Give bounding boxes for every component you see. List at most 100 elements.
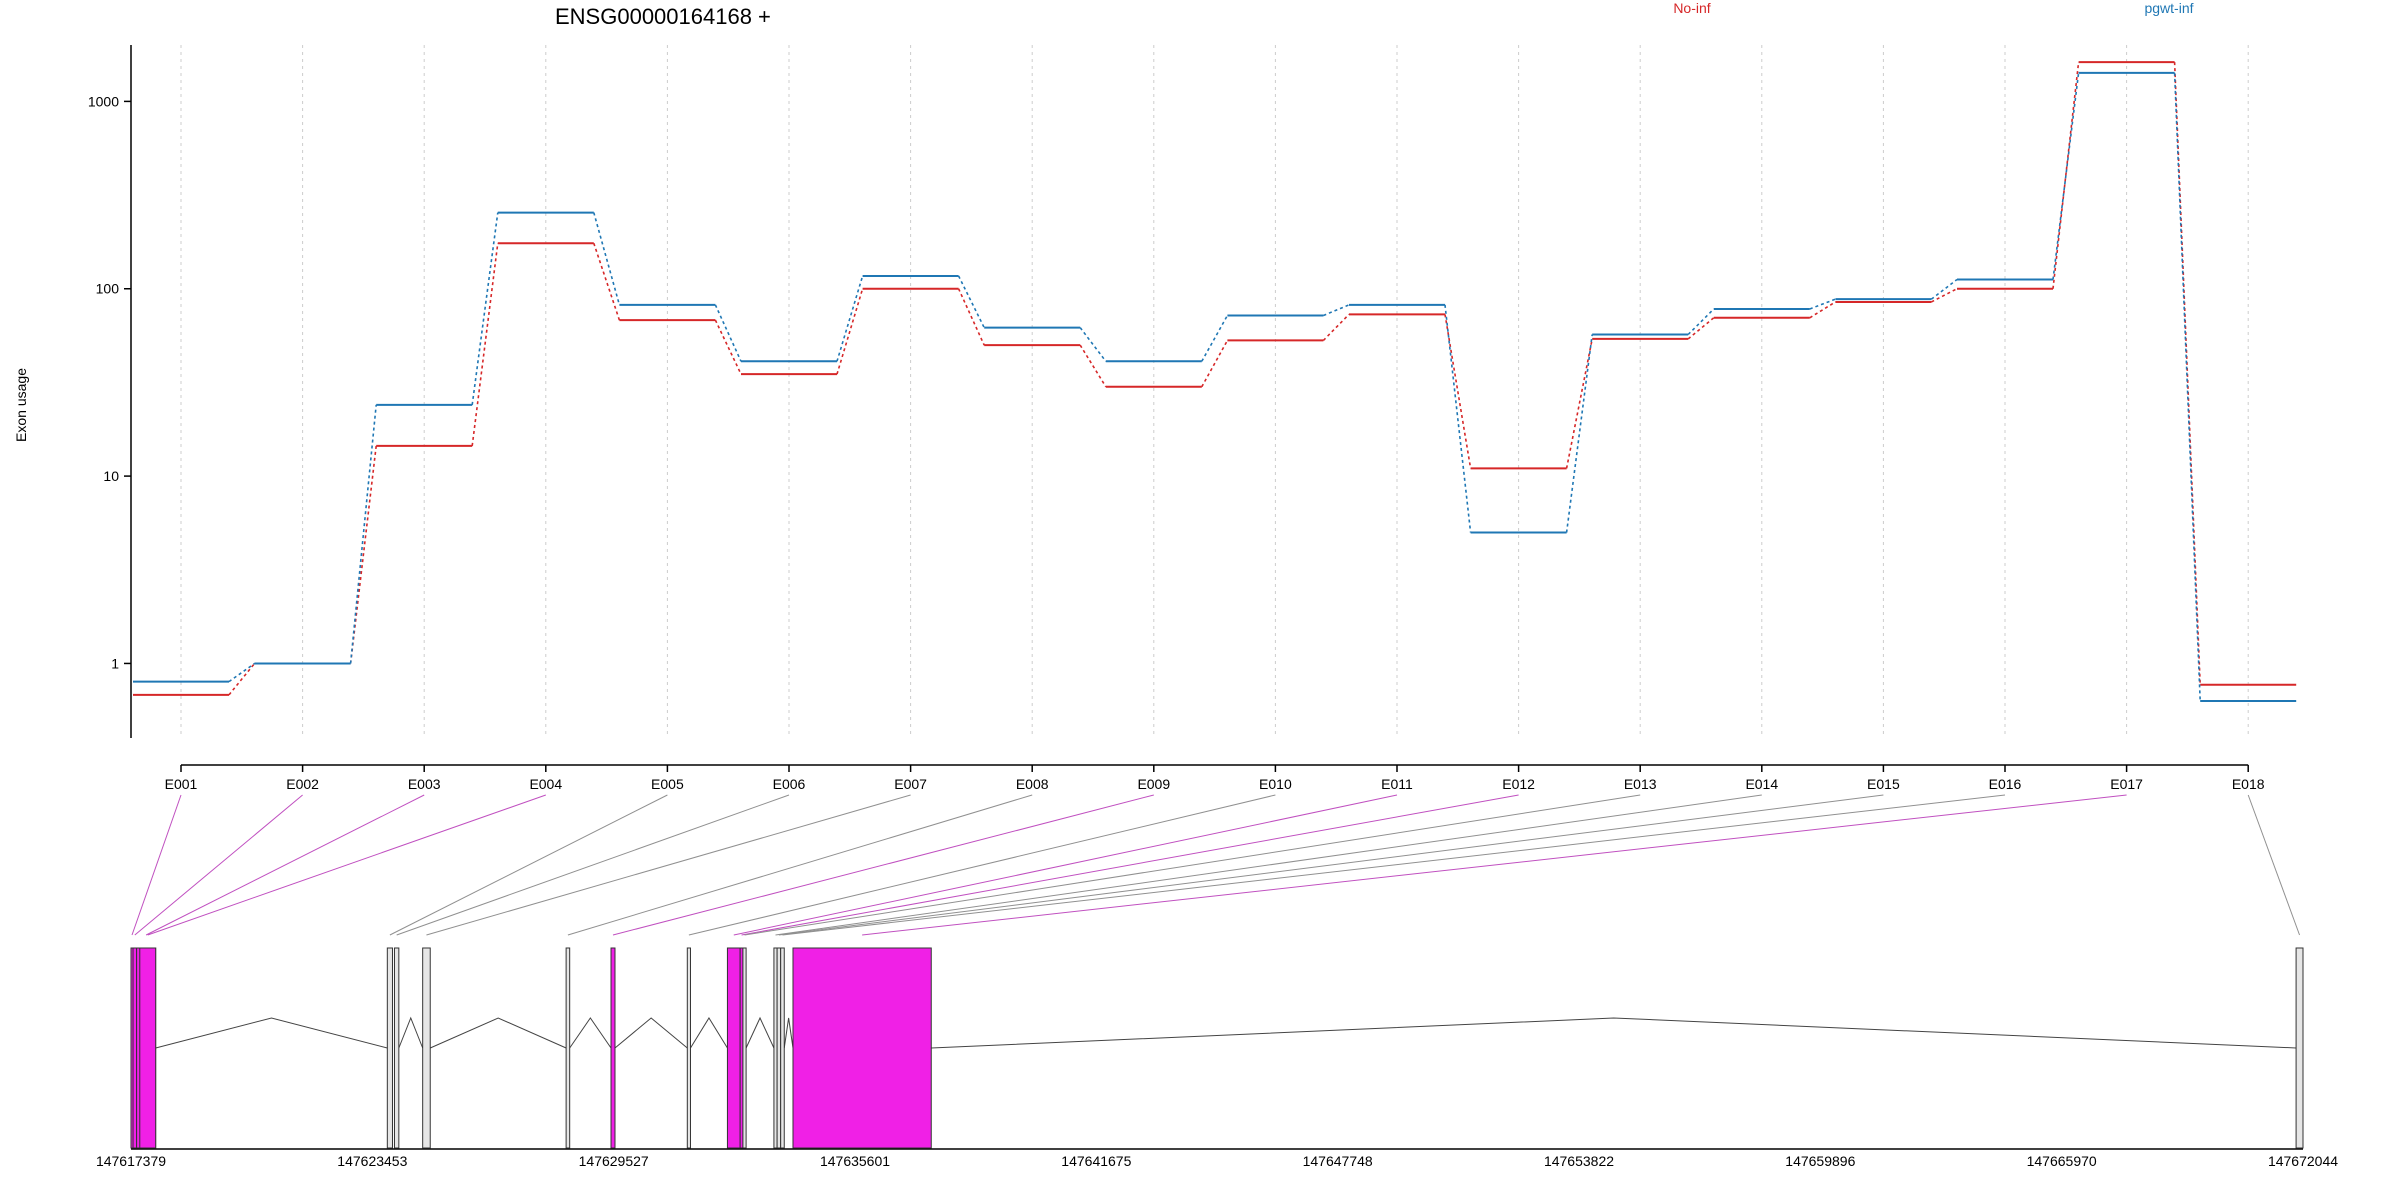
x-tick-label-e009: E009 — [1137, 776, 1170, 792]
connector-e017 — [862, 794, 2127, 936]
series-no-inf-link-9 — [1201, 340, 1229, 388]
intron-line — [931, 1017, 2297, 1049]
exon-block-e015 — [776, 947, 782, 1149]
coordinate-tick-label: 147672044 — [2268, 1153, 2338, 1169]
coordinate-tick-label: 147641675 — [1061, 1153, 1131, 1169]
coordinate-tick-label: 147653822 — [1544, 1153, 1614, 1169]
x-tick-label-e010: E010 — [1259, 776, 1292, 792]
series-pgwt-inf-link-14 — [1809, 298, 1836, 310]
x-tick-label-e001: E001 — [165, 776, 198, 792]
intron-line — [783, 1017, 794, 1049]
axes: 1 10 100 1000 E001 E002 E003 E004 E005 E006 E007 E0… — [88, 45, 2265, 792]
series-pgwt-inf-link-9 — [1201, 315, 1229, 362]
exon-block-e010 — [686, 947, 691, 1149]
connector-e013 — [744, 794, 1641, 936]
x-tick-label-e005: E005 — [651, 776, 684, 792]
intron-line — [569, 1017, 612, 1049]
series-pgwt-inf-link-8 — [1079, 327, 1107, 362]
connector-e014 — [775, 794, 1762, 936]
exon-block-e006 — [393, 947, 400, 1149]
series-no-inf-link-3 — [471, 243, 499, 446]
series-lines — [133, 61, 2297, 703]
series-no-inf-link-5 — [714, 319, 742, 375]
series-no-inf-link-12 — [1565, 338, 1593, 469]
connector-e006 — [396, 794, 790, 936]
gene-model: 147617379 147623453 147629527 147635601 1476… — [96, 947, 2338, 1169]
y-axis-label: Exon usage — [13, 368, 29, 442]
series-no-inf-link-15 — [1931, 288, 1958, 303]
connector-e011 — [733, 794, 1398, 936]
connector-e008 — [567, 794, 1033, 936]
x-tick-label-e018: E018 — [2232, 776, 2265, 792]
connector-e002 — [134, 794, 303, 936]
x-tick-label-e011: E011 — [1381, 776, 1413, 792]
series-no-inf-link-1 — [228, 662, 256, 696]
y-tick-label-10: 10 — [103, 468, 119, 484]
x-tick-label-e002: E002 — [286, 776, 319, 792]
y-tick-label-1: 1 — [111, 655, 119, 671]
intron-line — [430, 1017, 567, 1049]
series-pgwt-inf-link-1 — [228, 662, 256, 683]
intron-line — [614, 1017, 688, 1049]
legend-entry-pgwt-inf: pgwt-inf — [2144, 0, 2193, 16]
chart-title: ENSG00000164168 + — [555, 4, 771, 29]
connector-e012 — [741, 794, 1519, 936]
series-no-inf-link-4 — [593, 242, 621, 321]
x-tick-label-e016: E016 — [1989, 776, 2022, 792]
exon-block-e009 — [610, 947, 616, 1149]
connector-e018 — [2247, 794, 2301, 936]
x-tick-label-e007: E007 — [894, 776, 927, 792]
series-pgwt-inf-link-3 — [471, 212, 499, 405]
coordinate-tick-label: 147635601 — [820, 1153, 890, 1169]
exon-block-e011 — [726, 947, 741, 1149]
exon-block-e018 — [2295, 947, 2304, 1149]
exon-block-e016 — [780, 947, 785, 1149]
coordinate-tick-label: 147665970 — [2027, 1153, 2097, 1169]
x-tick-label-e017: E017 — [2110, 776, 2143, 792]
x-tick-label-e006: E006 — [773, 776, 806, 792]
series-pgwt-inf-link-10 — [1323, 304, 1350, 317]
x-tick-label-e013: E013 — [1624, 776, 1657, 792]
exon-block-e013 — [742, 947, 747, 1149]
series-pgwt-inf-link-15 — [1930, 278, 1958, 300]
series-no-inf-link-7 — [957, 288, 985, 346]
intron-line — [690, 1017, 728, 1049]
exon-block-e007 — [422, 947, 431, 1149]
coordinate-tick-label: 147647748 — [1303, 1153, 1373, 1169]
series-pgwt-inf-link-7 — [957, 275, 985, 328]
series-pgwt-inf-link-5 — [714, 304, 742, 362]
legend-entry-no-inf: No-inf — [1673, 0, 1710, 16]
exon-block-e008 — [565, 947, 571, 1149]
x-tick-label-e015: E015 — [1867, 776, 1900, 792]
coordinate-tick-label: 147623453 — [337, 1153, 407, 1169]
coordinate-tick-label: 147659896 — [1785, 1153, 1855, 1169]
intron-line — [745, 1016, 775, 1049]
intron-line — [155, 1017, 388, 1049]
series-no-inf-link-17 — [2173, 62, 2201, 685]
exon-block-e005 — [386, 947, 393, 1149]
connector-e009 — [612, 794, 1154, 936]
series-no-inf — [133, 61, 2297, 696]
series-no-inf-link-14 — [1809, 301, 1836, 319]
series-pgwt-inf-link-13 — [1687, 308, 1715, 336]
series-pgwt-inf — [133, 71, 2297, 703]
x-tick-label-e014: E014 — [1745, 776, 1778, 792]
x-tick-label-e012: E012 — [1502, 776, 1535, 792]
series-no-inf-link-8 — [1079, 344, 1107, 388]
x-tick-label-e004: E004 — [529, 776, 562, 792]
connector-e007 — [426, 794, 911, 936]
exon-block-e017 — [792, 947, 932, 1149]
y-tick-label-1000: 1000 — [88, 93, 119, 109]
x-tick-label-e003: E003 — [408, 776, 441, 792]
coordinate-tick-label: 147629527 — [579, 1153, 649, 1169]
connector-e010 — [688, 794, 1276, 936]
connector-e005 — [389, 794, 668, 936]
connector-e003 — [145, 794, 425, 936]
intron-line — [398, 1016, 424, 1049]
series-pgwt-inf-link-12 — [1565, 334, 1593, 533]
exon-block-e002 — [132, 947, 138, 1149]
series-no-inf-link-6 — [836, 288, 864, 375]
series-no-inf-link-10 — [1322, 313, 1350, 341]
